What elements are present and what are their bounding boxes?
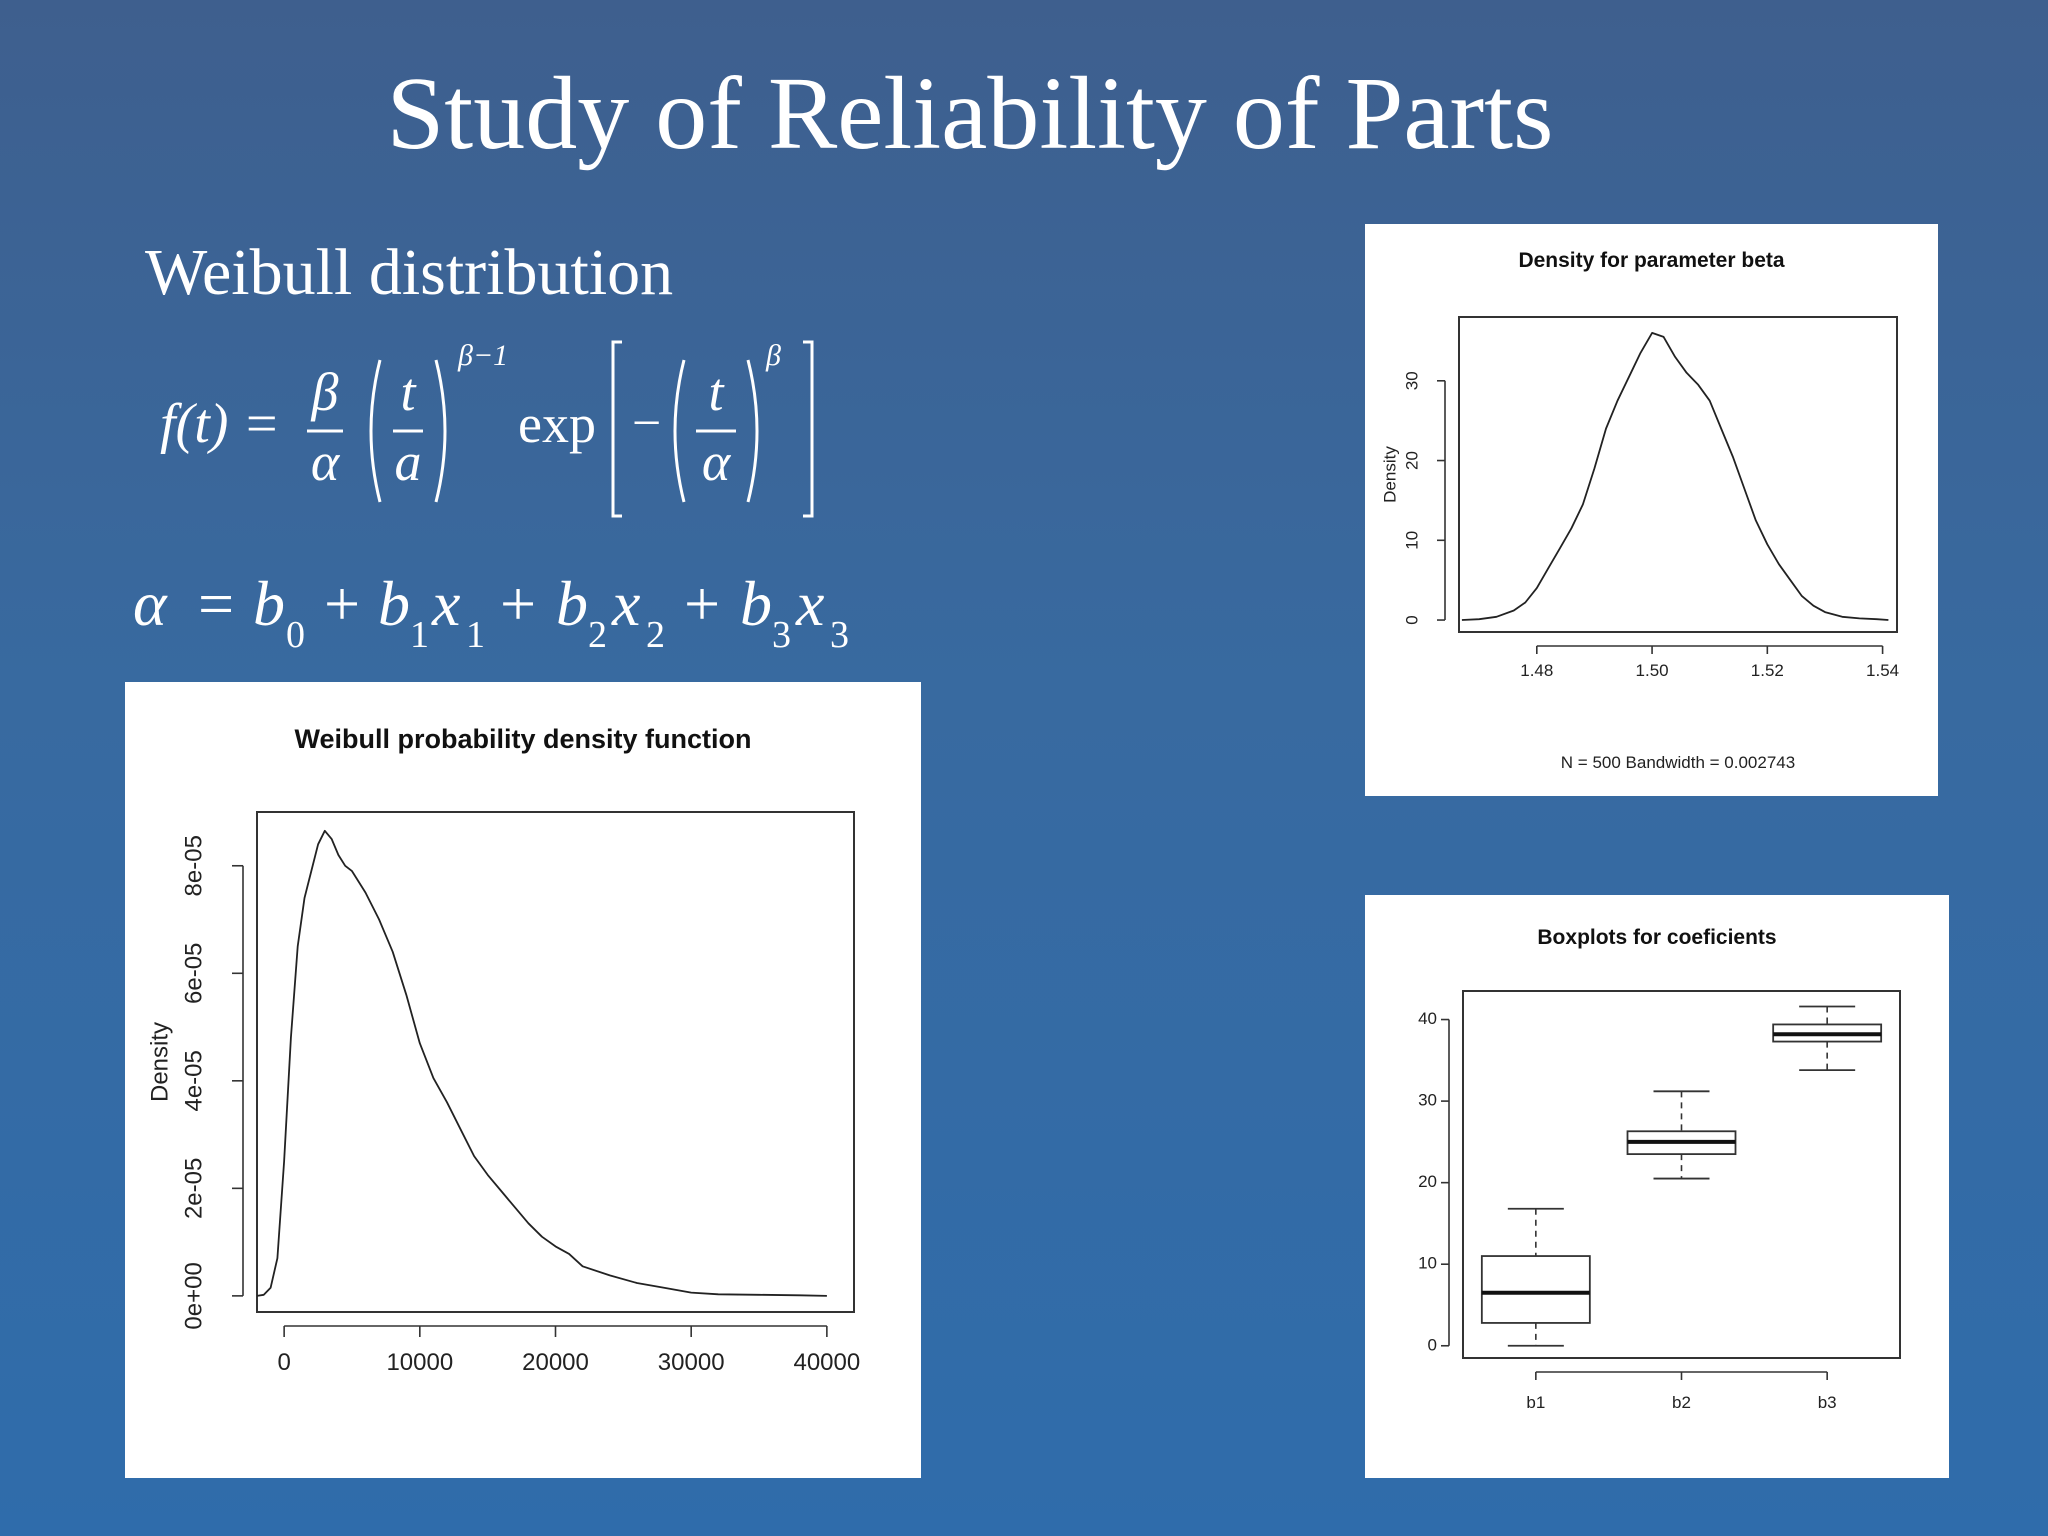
y-tick-label: 10 bbox=[1418, 1254, 1437, 1273]
beta-density-chart-panel: Density for parameter beta 0 10 20 30 Density… bbox=[1365, 224, 1938, 796]
density-line bbox=[256, 829, 827, 1297]
formula-frac1-den: α bbox=[311, 432, 341, 492]
equals-sign: = bbox=[198, 568, 234, 639]
slide-subtitle: Weibull distribution bbox=[145, 236, 674, 309]
term-x3: x bbox=[795, 568, 824, 639]
x-tick-label: 1.50 bbox=[1636, 661, 1669, 680]
y-tick-label: 0e+00 bbox=[180, 1262, 207, 1329]
chart-title: Boxplots for coeficients bbox=[1537, 926, 1776, 949]
x-tick-label: b2 bbox=[1672, 1393, 1691, 1412]
formula-frac3-den: α bbox=[702, 432, 732, 492]
coefficient-boxplot-chart: Boxplots for coeficients 0 10 20 30 40 b1 b2 b3 bbox=[1418, 926, 1901, 1412]
formula-frac2-num: t bbox=[400, 362, 417, 422]
x-tick-label: 10000 bbox=[386, 1349, 453, 1376]
sub-x1: 1 bbox=[466, 614, 485, 656]
formula-exp-label: exp bbox=[518, 394, 596, 454]
coefficient-boxplot-panel: Boxplots for coeficients 0 10 20 30 40 b1 b2 b3 bbox=[1365, 895, 1949, 1478]
x-tick-label: 1.48 bbox=[1520, 661, 1553, 680]
x-axis-title: N = 500 Bandwidth = 0.002743 bbox=[1561, 753, 1795, 772]
x-tick-label: b3 bbox=[1818, 1393, 1837, 1412]
sub-b2: 2 bbox=[588, 614, 607, 656]
sub-0: 0 bbox=[286, 614, 305, 656]
weibull-pdf-chart-panel: Weibull probability density function 0e+0… bbox=[125, 682, 921, 1478]
term-x2: x bbox=[611, 568, 640, 639]
term-b1: b bbox=[378, 568, 410, 639]
y-tick-label: 40 bbox=[1418, 1009, 1437, 1028]
y-tick-label: 30 bbox=[1402, 371, 1421, 390]
sub-b3: 3 bbox=[772, 614, 791, 656]
plus-2: + bbox=[500, 568, 536, 639]
x-tick-label: 40000 bbox=[793, 1349, 860, 1376]
term-b0: b bbox=[253, 568, 285, 639]
plot-frame bbox=[1462, 990, 1901, 1359]
beta-density-chart: Density for parameter beta 0 10 20 30 Density… bbox=[1380, 249, 1899, 772]
formula-minus: − bbox=[632, 395, 661, 452]
sub-x3: 3 bbox=[830, 614, 849, 656]
y-tick-label: 2e-05 bbox=[180, 1158, 207, 1219]
slide-title: Study of Reliability of Parts bbox=[386, 56, 1554, 171]
plot-frame bbox=[256, 811, 855, 1313]
weibull-pdf-formula: f(t) = β α t a β−1 exp − t α β bbox=[160, 339, 814, 518]
y-axis-title: Density bbox=[1380, 446, 1399, 503]
x-tick-label: 20000 bbox=[522, 1349, 589, 1376]
y-tick-label: 0 bbox=[1428, 1335, 1437, 1354]
x-tick-label: 1.52 bbox=[1751, 661, 1784, 680]
y-tick-label: 8e-05 bbox=[180, 835, 207, 896]
alpha-formula: α = b 0 + b 1 x 1 + b 2 x 2 + b 3 x 3 bbox=[133, 568, 849, 656]
y-tick-label: 6e-05 bbox=[180, 943, 207, 1004]
y-tick-label: 0 bbox=[1402, 615, 1421, 624]
formula-lhs: f(t) = bbox=[160, 393, 280, 455]
weibull-pdf-chart: Weibull probability density function 0e+0… bbox=[146, 724, 860, 1376]
formula-frac3-num: t bbox=[708, 362, 725, 422]
alpha-symbol: α bbox=[133, 568, 168, 639]
x-tick-label: 0 bbox=[277, 1349, 290, 1376]
formula-exponent-1: β−1 bbox=[457, 339, 508, 372]
y-tick-label: 4e-05 bbox=[180, 1050, 207, 1111]
density-line bbox=[1461, 332, 1889, 621]
y-tick-label: 10 bbox=[1402, 531, 1421, 550]
y-tick-label: 20 bbox=[1418, 1172, 1437, 1191]
formula-exponent-2: β bbox=[765, 339, 781, 372]
term-b2: b bbox=[556, 568, 588, 639]
y-tick-label: 20 bbox=[1402, 451, 1421, 470]
sub-b1: 1 bbox=[410, 614, 429, 656]
chart-title: Density for parameter beta bbox=[1518, 249, 1784, 272]
formula-frac2-den: a bbox=[395, 432, 422, 492]
plot-frame bbox=[1458, 316, 1898, 633]
y-axis-title: Density bbox=[146, 1022, 173, 1102]
x-tick-label: 30000 bbox=[658, 1349, 725, 1376]
term-b3: b bbox=[740, 568, 772, 639]
plus-1: + bbox=[324, 568, 360, 639]
sub-x2: 2 bbox=[646, 614, 665, 656]
plus-3: + bbox=[684, 568, 720, 639]
term-x1: x bbox=[431, 568, 460, 639]
box-b1 bbox=[1480, 1255, 1591, 1324]
chart-title: Weibull probability density function bbox=[294, 724, 751, 754]
formula-frac1-num: β bbox=[311, 362, 339, 422]
y-tick-label: 30 bbox=[1418, 1091, 1437, 1110]
x-tick-label: b1 bbox=[1526, 1393, 1545, 1412]
x-tick-label: 1.54 bbox=[1866, 661, 1899, 680]
